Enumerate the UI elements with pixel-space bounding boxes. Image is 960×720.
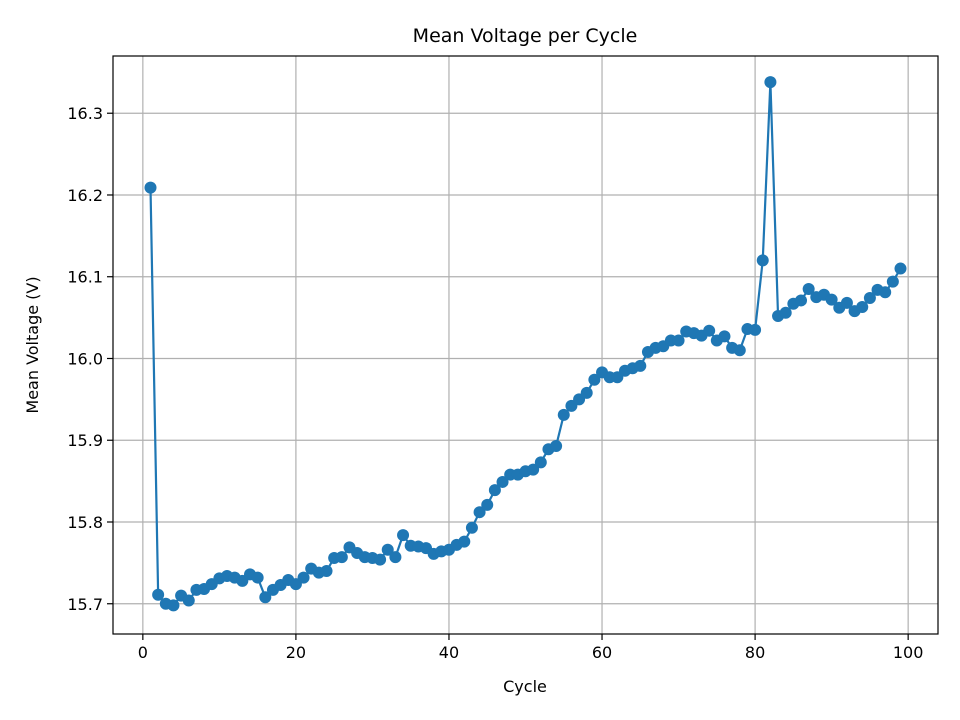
data-point — [672, 334, 685, 347]
data-point — [481, 498, 494, 511]
y-tick-label: 15.8 — [67, 513, 103, 532]
y-tick-label: 16.3 — [67, 104, 103, 123]
data-point — [802, 283, 815, 295]
data-point — [182, 594, 195, 607]
x-tick-label: 80 — [745, 643, 765, 662]
chart-title: Mean Voltage per Cycle — [413, 25, 638, 47]
data-point — [381, 543, 394, 556]
data-point — [534, 456, 547, 469]
plot-frame — [112, 55, 939, 635]
data-point — [167, 599, 180, 612]
y-tick-label: 15.9 — [67, 431, 103, 450]
data-point — [259, 591, 272, 604]
data-point — [879, 286, 892, 299]
data-point — [550, 439, 563, 452]
data-point — [886, 275, 899, 288]
data-point — [557, 408, 570, 421]
data-point — [458, 535, 471, 548]
data-point — [840, 296, 853, 309]
data-point — [496, 475, 509, 488]
data-point — [733, 344, 746, 357]
y-axis-label: Mean Voltage (V) — [23, 276, 42, 413]
x-axis-ticks: 0 20 40 60 80 100 — [138, 634, 924, 662]
data-point — [389, 551, 402, 564]
x-axis-label: Cycle — [503, 677, 547, 696]
data-point — [465, 521, 478, 534]
x-tick-label: 100 — [893, 643, 924, 662]
data-point — [756, 254, 769, 267]
data-point — [297, 571, 310, 584]
data-point — [894, 262, 907, 275]
data-point — [718, 330, 731, 343]
x-tick-label: 0 — [138, 643, 148, 662]
data-point — [863, 291, 876, 304]
grid-lines — [113, 56, 938, 634]
data-point — [320, 565, 333, 578]
y-tick-label: 16.1 — [67, 268, 103, 287]
data-point — [580, 386, 593, 399]
y-tick-label: 16.0 — [67, 349, 103, 368]
series-markers — [144, 76, 907, 612]
data-point — [251, 571, 264, 584]
data-point — [749, 323, 762, 336]
data-point — [764, 76, 777, 89]
data-point — [527, 463, 540, 476]
y-tick-label: 15.7 — [67, 595, 103, 614]
data-point — [795, 294, 808, 307]
data-point — [473, 506, 486, 519]
data-point — [335, 551, 348, 564]
data-point — [397, 529, 410, 542]
x-tick-label: 60 — [592, 643, 612, 662]
data-point — [634, 359, 647, 372]
data-point — [488, 484, 501, 497]
x-tick-label: 20 — [286, 643, 306, 662]
data-point — [856, 300, 869, 313]
data-point — [152, 588, 165, 601]
y-tick-label: 16.2 — [67, 186, 103, 205]
x-tick-label: 40 — [439, 643, 459, 662]
data-point — [825, 293, 838, 306]
y-axis-ticks: 15.7 15.8 15.9 16.0 16.1 16.2 16.3 — [67, 104, 113, 614]
data-point — [779, 306, 792, 319]
data-point — [703, 324, 716, 337]
data-point — [588, 373, 601, 386]
data-point — [144, 181, 157, 194]
data-point — [374, 553, 387, 566]
